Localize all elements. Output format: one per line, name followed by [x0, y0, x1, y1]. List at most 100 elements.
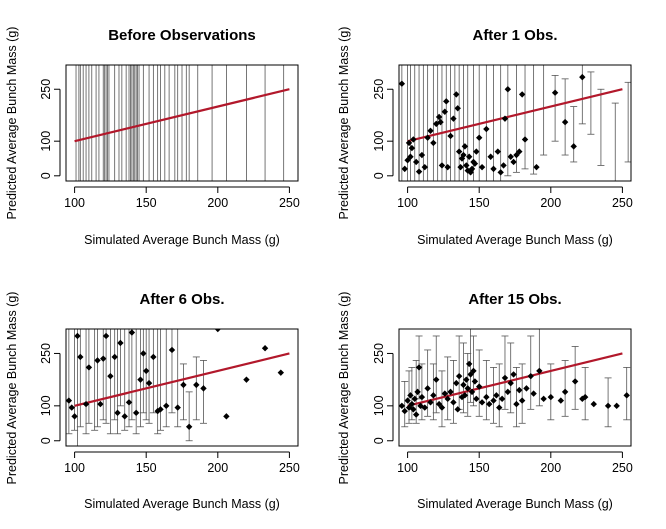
- data-point: [140, 350, 147, 357]
- data-point: [494, 148, 502, 155]
- data-point: [412, 411, 420, 418]
- data-point: [433, 376, 440, 383]
- plot-frame: [65, 328, 299, 447]
- data-point: [410, 136, 417, 143]
- plot-frame: [398, 328, 632, 447]
- data-point: [438, 162, 446, 169]
- data-point: [100, 355, 107, 362]
- data-point: [450, 115, 457, 122]
- data-point: [579, 73, 586, 81]
- data-point: [547, 393, 555, 401]
- data-point: [214, 329, 222, 333]
- data-point: [114, 409, 121, 417]
- data-point: [513, 151, 520, 159]
- chart-title: After 6 Obs.: [139, 291, 224, 308]
- data-point: [471, 160, 479, 167]
- data-point: [180, 381, 187, 389]
- data-point: [408, 400, 416, 408]
- data-point: [516, 148, 523, 155]
- data-point: [551, 89, 559, 96]
- data-point: [418, 151, 426, 159]
- chart-panel-4: After 15 Obs. 100 150 200 250 0 100 250 Simulate…: [337, 291, 633, 511]
- x-tick-label: 100: [64, 196, 85, 210]
- data-point: [518, 397, 526, 404]
- data-point: [460, 381, 467, 389]
- data-point: [401, 165, 408, 173]
- x-tick-label: 200: [207, 196, 228, 210]
- data-point: [401, 407, 408, 415]
- data-point: [465, 153, 473, 160]
- reference-line: [74, 88, 290, 143]
- x-tick-label: 250: [279, 461, 300, 475]
- data-point: [399, 80, 406, 87]
- data-points: [399, 73, 586, 176]
- y-axis-label: Predicted Average Bunch Mass (g): [337, 292, 351, 485]
- data-point: [527, 372, 534, 380]
- data-point: [523, 385, 530, 392]
- data-point: [163, 402, 170, 410]
- data-point: [157, 406, 164, 413]
- data-point: [223, 413, 230, 420]
- data-point: [530, 390, 537, 397]
- data-point: [117, 339, 124, 347]
- data-point: [463, 376, 470, 383]
- data-point: [443, 98, 450, 105]
- data-point: [97, 400, 104, 408]
- data-point: [410, 406, 417, 413]
- y-axis: 0 100 250: [372, 79, 394, 179]
- plot-frame: [398, 64, 632, 182]
- data-point: [243, 376, 250, 383]
- data-point: [516, 386, 523, 394]
- x-tick-label: 150: [136, 196, 157, 210]
- data-point: [518, 91, 526, 98]
- data-point: [415, 364, 423, 371]
- data-point: [453, 379, 460, 387]
- data-point: [468, 388, 476, 396]
- data-point: [77, 353, 84, 361]
- x-tick-label: 200: [540, 461, 561, 475]
- y-axis-label: Predicted Average Bunch Mass (g): [5, 292, 19, 485]
- data-point: [464, 385, 471, 392]
- data-point: [504, 388, 512, 396]
- x-axis-label: Simulated Average Bunch Mass (g): [84, 497, 280, 511]
- data-point: [500, 162, 507, 169]
- data-point: [408, 144, 416, 152]
- data-point: [145, 379, 153, 387]
- x-tick-label: 200: [207, 461, 228, 475]
- data-point: [498, 395, 506, 403]
- data-point: [478, 399, 486, 406]
- data-point: [460, 151, 467, 159]
- data-point: [102, 332, 110, 340]
- data-point: [424, 385, 431, 392]
- data-point: [404, 397, 411, 404]
- data-point: [453, 91, 460, 98]
- y-tick-label: 250: [39, 343, 53, 364]
- data-point: [533, 163, 540, 171]
- data-point: [475, 134, 483, 141]
- data-point: [168, 346, 176, 354]
- y-tick-label: 100: [372, 131, 386, 152]
- data-point: [461, 143, 469, 150]
- x-tick-label: 200: [540, 196, 561, 210]
- data-point: [137, 376, 144, 383]
- x-tick-label: 250: [279, 196, 300, 210]
- data-point: [475, 383, 483, 390]
- data-point: [107, 372, 114, 380]
- data-point: [473, 148, 480, 155]
- data-point: [497, 169, 504, 176]
- data-point: [68, 404, 75, 411]
- data-point: [66, 397, 73, 404]
- data-point: [407, 153, 414, 160]
- data-point: [421, 404, 428, 411]
- data-point: [455, 372, 463, 380]
- data-point: [128, 329, 136, 336]
- data-point: [411, 395, 418, 403]
- x-axis: 100 150 200 250: [64, 451, 300, 475]
- data-point: [200, 385, 207, 392]
- data-point: [521, 136, 529, 143]
- chart-panel-3: After 6 Obs. 100 150 200 250 0 100 250 Simulated…: [5, 291, 300, 511]
- data-point: [261, 345, 269, 352]
- chart-title: After 15 Obs.: [468, 291, 561, 308]
- data-point: [613, 402, 620, 410]
- data-point: [623, 392, 630, 399]
